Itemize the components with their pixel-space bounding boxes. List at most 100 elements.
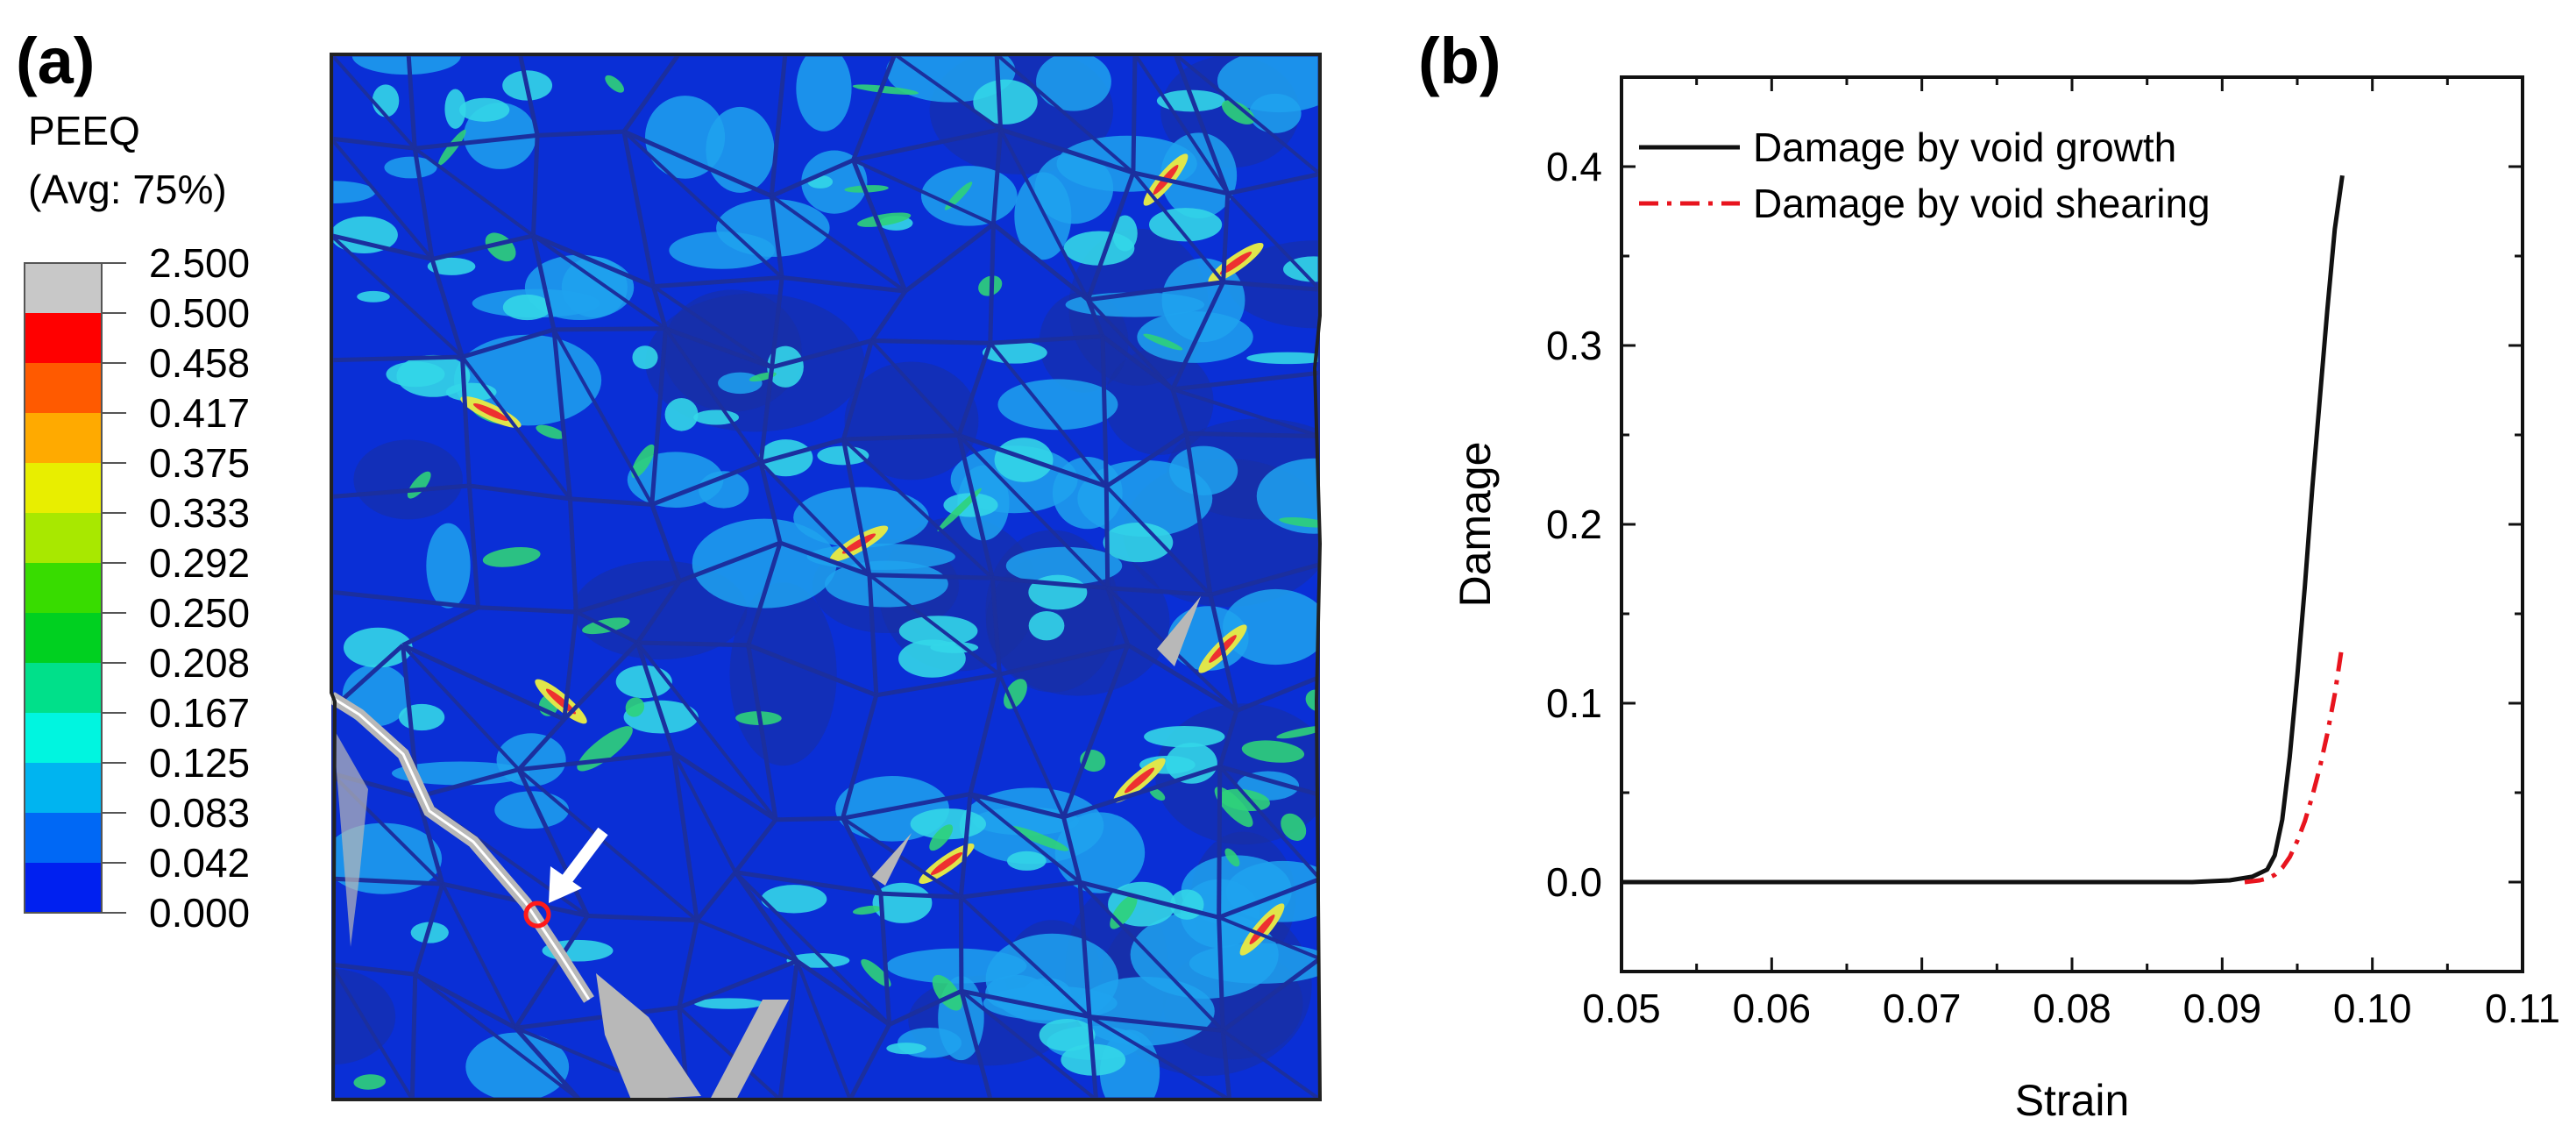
strain-region [824,560,948,608]
grain-boundary [664,327,763,464]
grain-boundary [1223,280,1320,292]
grain-boundary [653,274,783,289]
grain-boundary [1217,917,1225,1031]
grain-boundary [851,159,908,293]
arrow-icon [549,827,608,903]
grain-boundary [466,485,480,608]
grain-boundary [957,434,1110,590]
grain-boundary [517,768,699,922]
grain-boundary [1089,1014,1224,1033]
strain-band [1224,848,1240,867]
strain-band [1010,826,1069,851]
grain-boundary [532,233,655,288]
strain-band [1221,100,1255,125]
grain-boundary [671,751,737,873]
strain-region [1028,610,1065,641]
grain-boundary [1061,644,1131,818]
grain-boundary [575,579,681,615]
grain-boundary [536,129,625,138]
grain-boundary [621,54,681,133]
low-strain-region [353,439,463,520]
strain-region [465,1032,570,1100]
colorbar-level-label: 2.500 [149,240,250,286]
grain-boundary [553,326,666,332]
strain-region [796,54,852,132]
grain-boundary [992,575,1108,591]
grain-boundary [956,342,993,437]
grain-boundary [959,895,1091,1018]
grain-boundary [441,883,517,1029]
grain-boundary [1104,485,1212,596]
colorbar-swatch [25,463,102,513]
damaged-zone [710,1000,789,1100]
grain-boundary [733,871,799,963]
strain-region [669,231,775,269]
strain-region [357,290,390,303]
colorbar-level-label: 0.292 [149,540,250,586]
grain-boundary [868,573,1001,676]
strain-region [997,379,1118,431]
grain-boundary [1133,54,1230,195]
grain-boundary [1088,1014,1231,1100]
grain-boundary [696,918,798,963]
grain-boundary [331,962,416,977]
strain-region [632,345,658,370]
grain-boundary [991,222,1089,302]
grain-boundary [1085,172,1136,301]
grain-boundary [1132,171,1225,283]
grain-boundary [1107,586,1211,597]
arrow-shaft [560,827,608,886]
tick-labels: 0.05 0.06 0.07 0.08 0.09 0.10 0.11 0.0 0.1 0.2 0.3… [1546,144,2560,1031]
colorbar-level-label: 0.500 [149,290,250,336]
grain-boundary [414,972,581,1100]
grain-boundary [843,433,960,442]
panel-b: (b) 0.05 0.06 0.07 0.08 0.09 0.10 0.110.00.10.… [1418,25,2560,1125]
grain-boundary [518,751,674,772]
colorbar-swatch [25,713,102,763]
grain-boundary [746,542,783,646]
grain-boundary [649,328,668,505]
grain-boundary [758,367,775,463]
damaged-zone [1157,596,1201,666]
arrow-head [549,866,582,903]
x-tick-label: 0.10 [2333,986,2412,1031]
strain-band [852,84,919,95]
grain-boundary [1173,54,1231,195]
grain-boundary [1221,957,1320,1033]
strain-region [983,986,1118,1021]
grain-boundary [770,194,906,293]
grain-boundary [1217,877,1320,920]
strain-band [1218,788,1270,812]
strain-region [391,761,530,786]
grain-boundary [871,338,990,345]
strain-band [944,182,973,210]
grain-boundary [961,879,1081,900]
grain-boundary [635,580,682,644]
peak-strain-band [472,403,509,421]
grain-boundary [331,964,415,1100]
grain-boundary [958,794,973,898]
strain-band [856,212,912,227]
grain-boundary [1126,643,1238,713]
strain-band [437,129,466,166]
grain-boundary [635,641,777,822]
grain-boundary [777,960,799,1100]
strain-region [1099,1029,1160,1100]
grain-boundary [1087,1016,1099,1100]
grain-boundary [331,54,416,150]
grain-boundary [781,274,906,294]
grain-boundary [415,796,445,885]
damaged-zone [333,728,368,947]
x-tick-label: 0.06 [1733,986,1812,1031]
grain-boundary [532,234,667,331]
strain-region [384,156,437,179]
strain-region [494,791,570,829]
strain-band [605,75,625,93]
strain-region [1063,231,1135,266]
grain-boundary [1184,433,1213,595]
strain-region [1246,352,1320,365]
strain-region [331,216,398,253]
grain-boundary [1186,431,1320,439]
legend-entry: Damage by void growth [1753,125,2176,170]
grain-boundary [998,643,1129,677]
